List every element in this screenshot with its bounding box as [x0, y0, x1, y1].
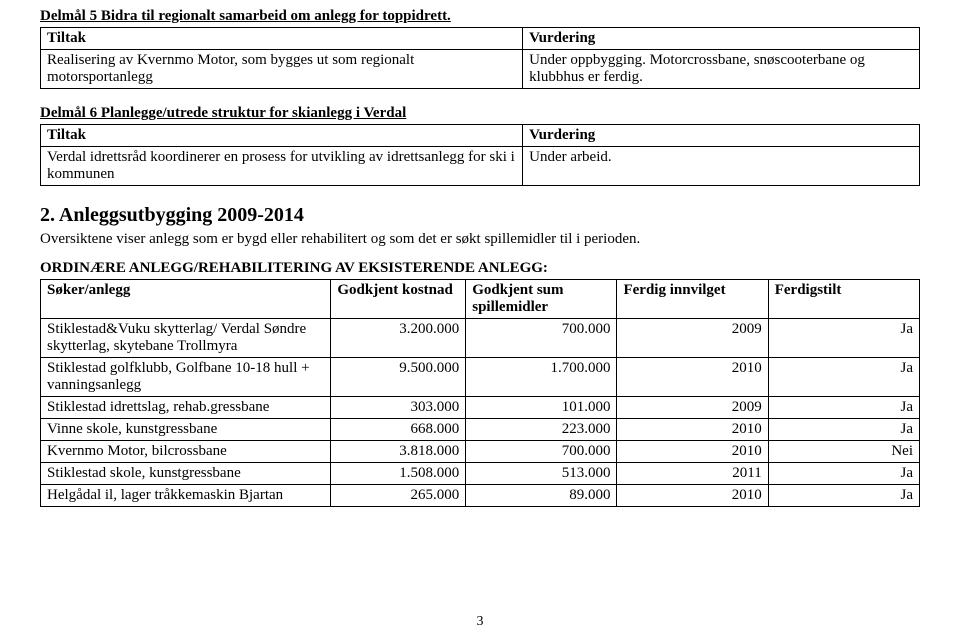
col-godkjent-sum: Godkjent sum spillemidler: [466, 280, 617, 319]
table-cell: Ja: [768, 485, 919, 507]
table-cell: 2011: [617, 463, 768, 485]
table-cell: Stiklestad golfklubb, Golfbane 10-18 hul…: [41, 358, 331, 397]
table-cell: 1.508.000: [331, 463, 466, 485]
section2-intro: Oversiktene viser anlegg som er bygd ell…: [40, 231, 920, 248]
table-cell: Vinne skole, kunstgressbane: [41, 419, 331, 441]
delmal6-vurdering: Under arbeid.: [523, 147, 920, 186]
delmal6-heading: Delmål 6 Planlegge/utrede struktur for s…: [40, 105, 920, 122]
delmal6-col2-header: Vurdering: [523, 125, 920, 147]
delmal5-col2-header: Vurdering: [523, 28, 920, 50]
table-row: Stiklestad golfklubb, Golfbane 10-18 hul…: [41, 358, 920, 397]
anlegg-table-header: Søker/anlegg Godkjent kostnad Godkjent s…: [41, 280, 920, 319]
page-number: 3: [0, 614, 960, 630]
table-cell: Stiklestad&Vuku skytterlag/ Verdal Søndr…: [41, 319, 331, 358]
table-cell: Helgådal il, lager tråkkemaskin Bjartan: [41, 485, 331, 507]
table-cell: 2009: [617, 397, 768, 419]
delmal5-header-row: Tiltak Vurdering: [41, 28, 920, 50]
table-cell: 2010: [617, 419, 768, 441]
col-ferdig-innvilget: Ferdig innvilget: [617, 280, 768, 319]
table-cell: 89.000: [466, 485, 617, 507]
col-godkjent-kostnad: Godkjent kostnad: [331, 280, 466, 319]
page: Delmål 5 Bidra til regionalt samarbeid o…: [0, 0, 960, 636]
delmal6-table: Tiltak Vurdering Verdal idrettsråd koord…: [40, 124, 920, 186]
table-cell: 668.000: [331, 419, 466, 441]
table-cell: Ja: [768, 419, 919, 441]
delmal5-col1-header: Tiltak: [41, 28, 523, 50]
table-cell: 101.000: [466, 397, 617, 419]
table-cell: Ja: [768, 358, 919, 397]
delmal6-row: Verdal idrettsråd koordinerer en prosess…: [41, 147, 920, 186]
delmal5-heading: Delmål 5 Bidra til regionalt samarbeid o…: [40, 8, 920, 25]
table-cell: 3.200.000: [331, 319, 466, 358]
section2-title: 2. Anleggsutbygging 2009-2014: [40, 204, 920, 227]
table-cell: 2010: [617, 485, 768, 507]
table-cell: 3.818.000: [331, 441, 466, 463]
table-row: Stiklestad&Vuku skytterlag/ Verdal Søndr…: [41, 319, 920, 358]
table-cell: 1.700.000: [466, 358, 617, 397]
table-row: Kvernmo Motor, bilcrossbane3.818.000700.…: [41, 441, 920, 463]
table-cell: Nei: [768, 441, 919, 463]
table-cell: Stiklestad skole, kunstgressbane: [41, 463, 331, 485]
col-soker: Søker/anlegg: [41, 280, 331, 319]
table-row: Helgådal il, lager tråkkemaskin Bjartan2…: [41, 485, 920, 507]
table-cell: 9.500.000: [331, 358, 466, 397]
col-ferdigstilt: Ferdigstilt: [768, 280, 919, 319]
table-cell: Stiklestad idrettslag, rehab.gressbane: [41, 397, 331, 419]
table-row: Stiklestad skole, kunstgressbane1.508.00…: [41, 463, 920, 485]
table-cell: 700.000: [466, 441, 617, 463]
table-cell: 2010: [617, 441, 768, 463]
table-cell: 303.000: [331, 397, 466, 419]
table-cell: 513.000: [466, 463, 617, 485]
delmal6-tiltak: Verdal idrettsråd koordinerer en prosess…: [41, 147, 523, 186]
table-row: Stiklestad idrettslag, rehab.gressbane30…: [41, 397, 920, 419]
table-cell: 265.000: [331, 485, 466, 507]
delmal5-vurdering: Under oppbygging. Motorcrossbane, snøsco…: [523, 50, 920, 89]
table-cell: Kvernmo Motor, bilcrossbane: [41, 441, 331, 463]
section2-subheading: ORDINÆRE ANLEGG/REHABILITERING AV EKSIST…: [40, 260, 920, 277]
anlegg-table: Søker/anlegg Godkjent kostnad Godkjent s…: [40, 279, 920, 507]
table-cell: Ja: [768, 319, 919, 358]
table-cell: Ja: [768, 397, 919, 419]
table-cell: Ja: [768, 463, 919, 485]
delmal6-header-row: Tiltak Vurdering: [41, 125, 920, 147]
delmal5-table: Tiltak Vurdering Realisering av Kvernmo …: [40, 27, 920, 89]
table-cell: 2009: [617, 319, 768, 358]
table-cell: 223.000: [466, 419, 617, 441]
delmal6-col1-header: Tiltak: [41, 125, 523, 147]
table-cell: 2010: [617, 358, 768, 397]
delmal5-row: Realisering av Kvernmo Motor, som bygges…: [41, 50, 920, 89]
table-row: Vinne skole, kunstgressbane668.000223.00…: [41, 419, 920, 441]
table-cell: 700.000: [466, 319, 617, 358]
delmal5-tiltak: Realisering av Kvernmo Motor, som bygges…: [41, 50, 523, 89]
